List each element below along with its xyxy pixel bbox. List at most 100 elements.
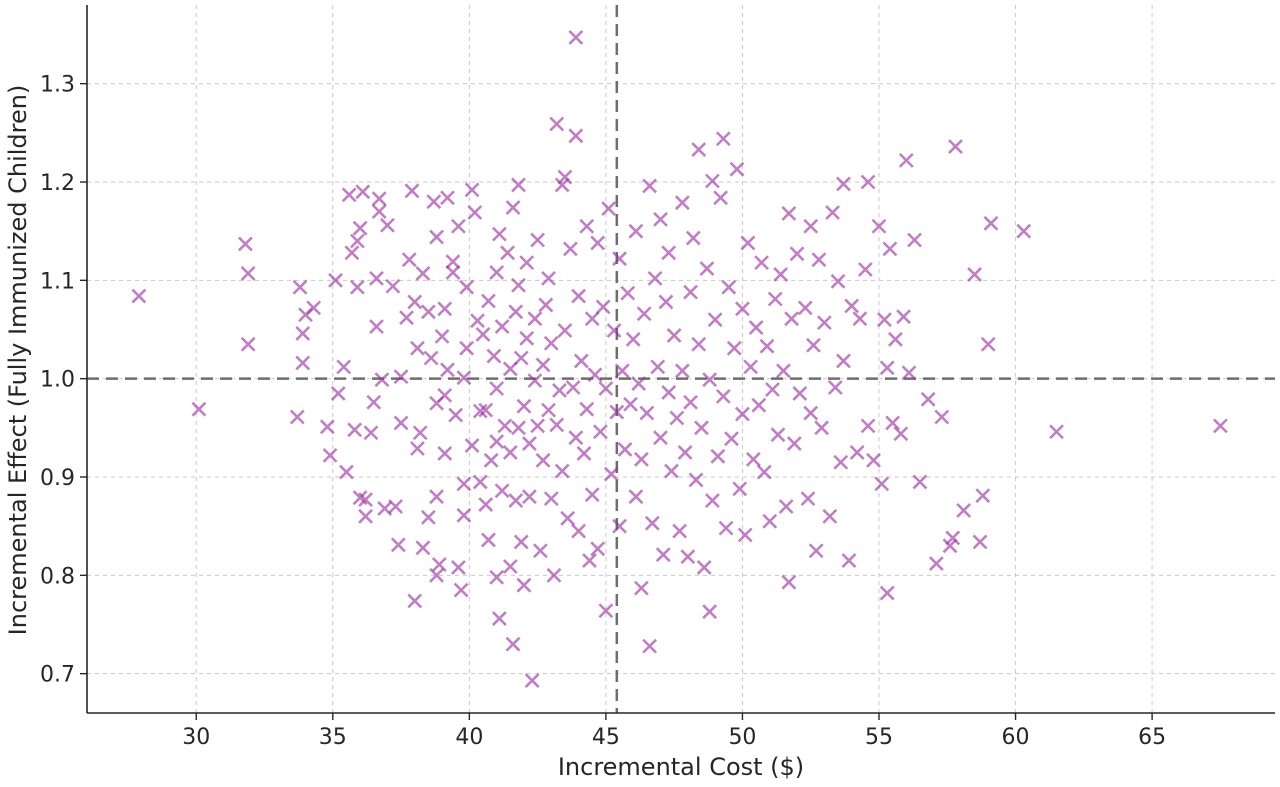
data-point — [724, 431, 739, 447]
data-point — [674, 195, 690, 211]
data-point — [879, 360, 895, 376]
data-point — [683, 284, 698, 300]
data-point — [748, 320, 764, 335]
data-point — [554, 177, 570, 193]
data-point — [535, 452, 551, 468]
data-point — [781, 206, 797, 221]
data-point — [633, 580, 649, 596]
reference-lines — [87, 5, 1275, 713]
data-point — [494, 319, 510, 334]
data-point — [341, 187, 357, 203]
data-point — [830, 273, 846, 289]
data-point — [907, 232, 922, 248]
data-point — [522, 489, 537, 505]
data-point — [822, 508, 838, 524]
data-point — [369, 270, 384, 286]
data-point — [511, 277, 526, 293]
data-point — [650, 359, 666, 375]
data-point — [841, 553, 857, 569]
data-point — [415, 266, 431, 281]
data-point — [483, 452, 499, 468]
data-point — [295, 355, 311, 371]
data-point — [677, 444, 693, 460]
data-point — [374, 372, 390, 388]
data-point — [494, 483, 510, 499]
data-point — [557, 323, 573, 338]
data-point — [344, 245, 360, 261]
data-point — [451, 560, 466, 575]
data-point — [429, 567, 444, 583]
data-point — [898, 152, 914, 168]
data-point — [614, 363, 630, 379]
data-point — [445, 265, 461, 280]
data-point — [538, 297, 554, 313]
data-point — [352, 220, 368, 236]
data-point — [472, 403, 488, 419]
data-point — [721, 279, 737, 295]
data-point — [306, 300, 322, 316]
data-point — [816, 315, 832, 331]
data-point — [412, 425, 428, 441]
data-point — [718, 520, 734, 536]
data-point — [464, 438, 480, 453]
data-point — [587, 367, 603, 383]
data-point — [475, 326, 491, 342]
data-point — [500, 245, 515, 261]
data-point — [680, 549, 696, 565]
data-point — [513, 534, 529, 550]
data-point — [683, 394, 698, 410]
data-point — [844, 298, 860, 314]
data-point — [505, 200, 521, 215]
data-point — [489, 434, 505, 450]
y-tick-label: 1.3 — [40, 73, 75, 98]
data-point — [584, 487, 600, 503]
data-point — [609, 404, 625, 420]
data-point — [893, 426, 909, 442]
data-point — [358, 508, 373, 524]
data-point — [775, 363, 791, 379]
data-point — [568, 30, 584, 45]
data-point — [404, 183, 420, 199]
x-tick-label: 45 — [592, 725, 620, 750]
y-tick-label: 0.9 — [40, 466, 75, 491]
data-point — [131, 288, 147, 304]
data-point — [633, 451, 649, 467]
data-point — [568, 128, 584, 144]
data-point — [568, 430, 584, 446]
data-point — [434, 328, 450, 344]
data-point — [431, 557, 447, 572]
data-point — [849, 444, 865, 460]
data-point — [516, 577, 532, 593]
data-point — [1016, 223, 1032, 239]
data-point — [489, 265, 505, 280]
data-point — [557, 169, 573, 185]
data-point — [426, 194, 442, 210]
data-point — [702, 372, 718, 388]
data-point — [467, 205, 483, 220]
data-point — [901, 365, 917, 381]
data-point — [532, 543, 548, 559]
data-point — [598, 381, 614, 396]
data-point — [975, 488, 991, 504]
data-point — [549, 417, 565, 433]
data-point — [647, 270, 663, 286]
data-point — [369, 319, 384, 334]
data-point — [502, 361, 518, 377]
data-point — [401, 252, 417, 268]
data-point — [726, 340, 742, 356]
data-point — [737, 527, 753, 543]
data-point — [440, 362, 455, 378]
data-point — [942, 538, 958, 554]
data-point — [543, 335, 559, 351]
data-point — [489, 381, 505, 396]
data-point — [481, 532, 496, 548]
data-point — [593, 424, 608, 440]
data-points — [131, 30, 1228, 688]
data-point — [535, 357, 551, 373]
data-point — [590, 235, 606, 251]
data-point — [642, 178, 658, 194]
data-point — [857, 262, 873, 277]
data-point — [623, 396, 638, 412]
data-point — [579, 401, 595, 417]
